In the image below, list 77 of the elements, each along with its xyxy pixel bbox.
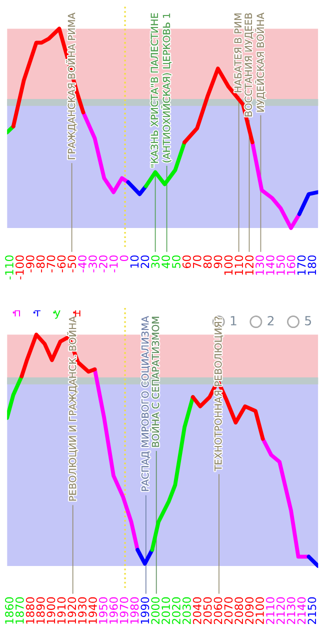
x-tick-label: -50 xyxy=(68,255,76,272)
x-tick-label: 120 xyxy=(245,255,254,275)
x-tick-label: 60 xyxy=(182,255,191,268)
x-tick-label: 1960 xyxy=(109,597,118,624)
ref-line-label: ТЕХНОТРОННАЯ РЕВОЛЮЦИЯ? xyxy=(214,316,224,472)
x-tick-label: -100 xyxy=(15,255,24,280)
x-tick-label: 2120 xyxy=(276,597,285,624)
x-tick-label: -20 xyxy=(98,255,108,272)
x-tick-label: -30 xyxy=(88,255,97,272)
x-tick-label: -10 xyxy=(109,255,118,272)
ref-line-label: (АНТИОХИЙСКАЯ) ЦЕРКОВЬ 1 xyxy=(161,14,172,162)
x-tick-label: 1950 xyxy=(98,597,108,624)
x-tick-label: 10 xyxy=(130,255,139,268)
x-tick-label: 50 xyxy=(172,255,180,268)
x-tick-label: 2100 xyxy=(256,597,264,624)
ref-line-label: ВОССТАНИЯ ИУДЕЕВ xyxy=(244,13,254,116)
ref-line-label: "КАЗНЬ ХРИСТА"В ПАЛЕСТИНЕ xyxy=(150,13,158,168)
x-tick-label: -80 xyxy=(36,255,45,272)
text: 5 xyxy=(305,316,311,326)
x-tick-label: 110 xyxy=(234,255,244,275)
x-tick-label: 2110 xyxy=(266,597,274,624)
x-tick-label: 100 xyxy=(224,255,233,275)
x-tick-label: 2130 xyxy=(286,597,296,624)
x-tick-label: 2140 xyxy=(297,597,306,624)
x-tick-label: 130 xyxy=(256,255,264,275)
x-tick-label: -90 xyxy=(26,255,34,272)
x-tick-label: 90 xyxy=(214,255,222,268)
text: 2 xyxy=(268,316,274,326)
x-tick-label: 150 xyxy=(276,255,285,275)
x-tick-label: 140 xyxy=(266,255,274,275)
x-tick-label: 1970 xyxy=(120,597,128,624)
x-tick-label: 1880 xyxy=(26,597,34,624)
x-tick-label: 1870 xyxy=(15,597,24,624)
x-tick-label: 1890 xyxy=(36,597,45,624)
x-tick-label: 2150 xyxy=(308,597,316,624)
x-tick-label: 160 xyxy=(286,255,296,275)
x-tick-label: 2040 xyxy=(192,597,202,624)
legend-label: у xyxy=(54,310,60,319)
x-tick-label: 1980 xyxy=(130,597,139,624)
x-tick-label: -70 xyxy=(46,255,56,272)
x-tick-label: 2000 xyxy=(151,597,160,624)
ref-line-label: ВОЙНА С СЕПАРАТИЗМОМ xyxy=(150,316,160,447)
x-tick-label: 1930 xyxy=(78,597,87,624)
x-tick-label: 180 xyxy=(308,255,316,275)
x-tick-label: 40 xyxy=(162,255,170,268)
x-tick-label: 2020 xyxy=(172,597,180,624)
x-tick-label: 1920 xyxy=(68,597,76,624)
x-tick-label: 20 xyxy=(140,255,150,268)
ref-line-label: НАБАТЕЯ В РИМ xyxy=(234,14,242,92)
x-tick-label: 0 xyxy=(120,255,128,262)
x-tick-label: 2060 xyxy=(214,597,222,624)
x-tick-label: 1860 xyxy=(5,597,14,624)
x-tick-label: -40 xyxy=(78,255,87,272)
x-tick-label: 70 xyxy=(192,255,202,268)
x-tick-label: 1940 xyxy=(88,597,97,624)
x-tick-label: 2030 xyxy=(182,597,191,624)
x-tick-label: 2050 xyxy=(203,597,212,624)
x-tick-label: 1990 xyxy=(140,597,150,624)
x-tick-label: 2010 xyxy=(162,597,170,624)
legend-label: п xyxy=(14,310,20,316)
x-tick-label: 2090 xyxy=(245,597,254,624)
ref-line-label: ИУДЕЙСКАЯ ВОЙНА xyxy=(254,12,266,112)
legend-label: т xyxy=(34,310,40,316)
x-tick-label: 30 xyxy=(151,255,160,268)
text: 1 xyxy=(230,316,236,326)
legend-label: н xyxy=(75,310,80,316)
x-tick-label: 80 xyxy=(203,255,212,268)
x-tick-label: 2080 xyxy=(234,597,244,624)
x-tick-label: -60 xyxy=(57,255,66,272)
ref-line-label: РЕВОЛЮЦИИ И ГРАЖДАНСК. ВОЙНА xyxy=(67,316,78,501)
x-tick-label: -110 xyxy=(5,255,14,280)
x-tick-label: 1900 xyxy=(46,597,56,624)
ref-line-label: ГРАЖДАНСКАЯ ВОЙНА РИМА xyxy=(66,12,77,160)
x-tick-label: 2070 xyxy=(224,597,233,624)
ref-line-label: РАСПАД МИРОВОГО СОЦИАЛИЗМА xyxy=(141,316,150,491)
x-tick-label: 170 xyxy=(297,255,306,275)
x-tick-label: 1910 xyxy=(57,597,66,624)
